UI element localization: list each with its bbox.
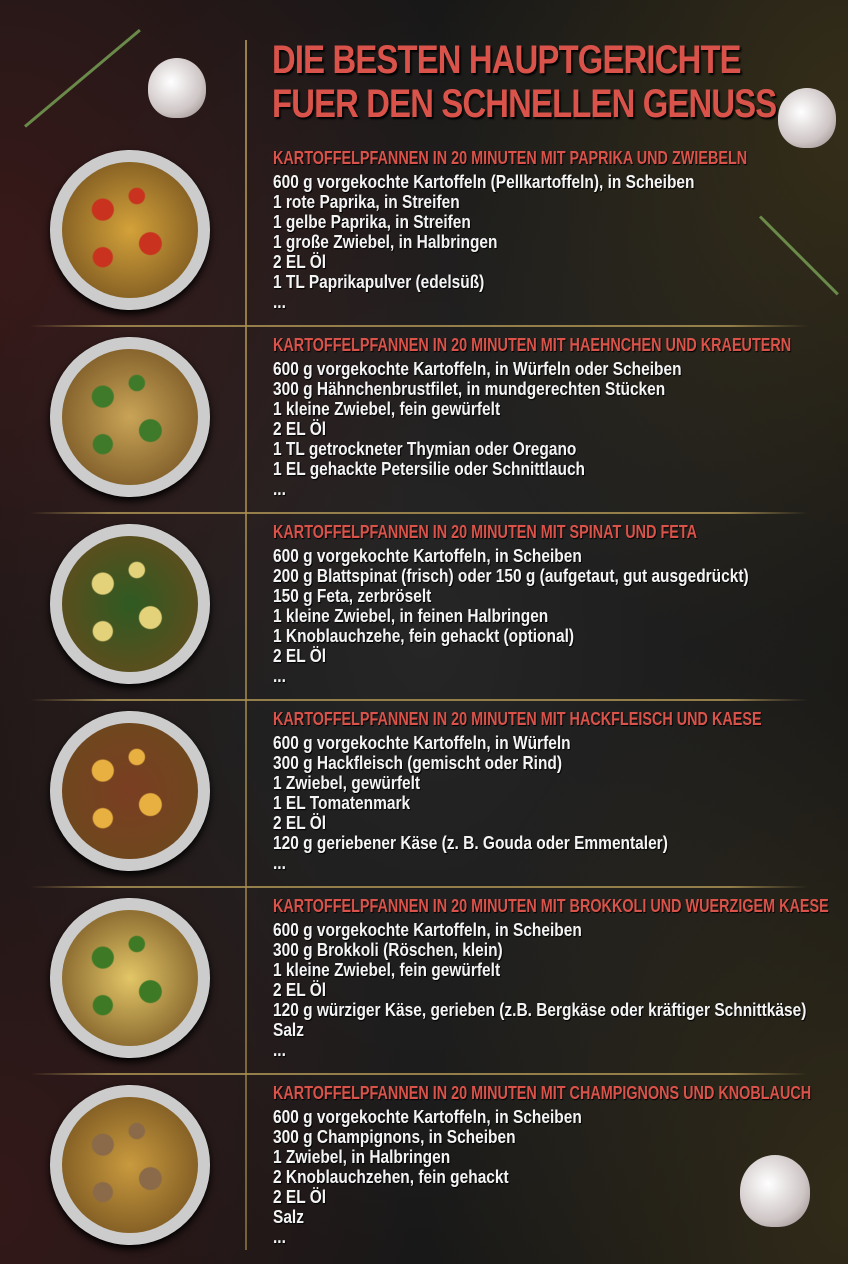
ingredient-list: 600 g vorgekochte Kartoffeln, in Scheibe… (273, 546, 826, 686)
recipe-section: KARTOFFELPFANNEN IN 20 MINUTEN MIT HAEHN… (0, 327, 848, 514)
recipe-section: KARTOFFELPFANNEN IN 20 MINUTEN MIT BROKK… (0, 888, 848, 1075)
ingredient: 2 EL Öl (273, 980, 327, 1000)
dish-bowl-image (50, 1085, 210, 1245)
ingredient: 120 g würziger Käse, gerieben (z.B. Berg… (273, 1000, 807, 1020)
section-divider (30, 512, 808, 514)
ingredient: ... (273, 479, 286, 499)
ingredient: 1 EL gehackte Petersilie oder Schnittlau… (273, 459, 586, 479)
ingredient: 1 Knoblauchzehe, fein gehackt (optional) (273, 626, 575, 646)
ingredient: 1 kleine Zwiebel, in feinen Halbringen (273, 606, 549, 626)
dish-food (62, 162, 198, 298)
ingredient: 600 g vorgekochte Kartoffeln, in Würfeln (273, 733, 571, 753)
ingredient: Salz (273, 1020, 304, 1040)
ingredient: ... (273, 292, 286, 312)
ingredient: 2 EL Öl (273, 813, 327, 833)
ingredient: 600 g vorgekochte Kartoffeln (Pellkartof… (273, 172, 695, 192)
recipe-section: KARTOFFELPFANNEN IN 20 MINUTEN MIT PAPRI… (0, 140, 848, 327)
recipe-title: KARTOFFELPFANNEN IN 20 MINUTEN MIT PAPRI… (273, 148, 748, 168)
dish-bowl-image (50, 711, 210, 871)
ingredient: 1 kleine Zwiebel, fein gewürfelt (273, 399, 501, 419)
dish-food (62, 1097, 198, 1233)
dish-food (62, 910, 198, 1046)
ingredient: ... (273, 1227, 286, 1247)
ingredient-list: 600 g vorgekochte Kartoffeln, in Würfeln… (273, 359, 748, 499)
ingredient: 150 g Feta, zerbröselt (273, 586, 432, 606)
garlic-decoration (778, 88, 836, 148)
ingredient: 1 rote Paprika, in Streifen (273, 192, 460, 212)
ingredient: 600 g vorgekochte Kartoffeln, in Scheibe… (273, 546, 582, 566)
ingredient: 600 g vorgekochte Kartoffeln, in Würfeln… (273, 359, 682, 379)
ingredient: 120 g geriebener Käse (z. B. Gouda oder … (273, 833, 668, 853)
ingredient: ... (273, 1040, 286, 1060)
ingredient-list: 600 g vorgekochte Kartoffeln, in Würfeln… (273, 733, 732, 873)
ingredient: 1 Zwiebel, in Halbringen (273, 1147, 451, 1167)
ingredient: 2 Knoblauchzehen, fein gehackt (273, 1167, 509, 1187)
dish-bowl-image (50, 524, 210, 684)
dish-bowl-image (50, 898, 210, 1058)
recipe-section: KARTOFFELPFANNEN IN 20 MINUTEN MIT SPINA… (0, 514, 848, 701)
ingredient: 300 g Hackfleisch (gemischt oder Rind) (273, 753, 563, 773)
ingredient: 1 TL getrockneter Thymian oder Oregano (273, 439, 577, 459)
recipe-title: KARTOFFELPFANNEN IN 20 MINUTEN MIT SPINA… (273, 522, 698, 542)
dish-food (62, 349, 198, 485)
recipe-title: KARTOFFELPFANNEN IN 20 MINUTEN MIT BROKK… (273, 896, 829, 916)
section-divider (30, 325, 808, 327)
ingredient: 1 große Zwiebel, in Halbringen (273, 232, 498, 252)
ingredient: Salz (273, 1207, 304, 1227)
ingredient: 1 Zwiebel, gewürfelt (273, 773, 421, 793)
dish-food (62, 723, 198, 859)
recipe-title: KARTOFFELPFANNEN IN 20 MINUTEN MIT CHAMP… (273, 1083, 812, 1103)
ingredient: 2 EL Öl (273, 646, 327, 666)
ingredient: 2 EL Öl (273, 1187, 327, 1207)
dish-bowl-image (50, 337, 210, 497)
recipe-title: KARTOFFELPFANNEN IN 20 MINUTEN MIT HAEHN… (273, 335, 792, 355)
ingredient: 300 g Champignons, in Scheiben (273, 1127, 516, 1147)
page-title: DIE BESTEN HAUPTGERICHTE FUER DEN SCHNEL… (272, 38, 777, 126)
ingredient: ... (273, 666, 286, 686)
recipe-section: KARTOFFELPFANNEN IN 20 MINUTEN MIT CHAMP… (0, 1075, 848, 1262)
ingredient: 1 TL Paprikapulver (edelsüß) (273, 272, 485, 292)
garlic-decoration (148, 58, 206, 118)
ingredient: 600 g vorgekochte Kartoffeln, in Scheibe… (273, 920, 582, 940)
ingredient: 1 kleine Zwiebel, fein gewürfelt (273, 960, 501, 980)
ingredient-list: 600 g vorgekochte Kartoffeln, in Scheibe… (273, 920, 848, 1060)
title-line: FUER DEN SCHNELLEN GENUSS (272, 82, 777, 126)
ingredient: 200 g Blattspinat (frisch) oder 150 g (a… (273, 566, 749, 586)
ingredient: 600 g vorgekochte Kartoffeln, in Scheibe… (273, 1107, 582, 1127)
ingredient-list: 600 g vorgekochte Kartoffeln, in Scheibe… (273, 1107, 632, 1247)
ingredient-list: 600 g vorgekochte Kartoffeln (Pellkartof… (273, 172, 763, 312)
section-divider (30, 886, 808, 888)
ingredient: 300 g Hähnchenbrustfilet, in mundgerecht… (273, 379, 666, 399)
section-divider (30, 1073, 808, 1075)
ingredient: ... (273, 853, 286, 873)
section-divider (30, 699, 808, 701)
ingredient: 2 EL Öl (273, 419, 327, 439)
recipe-title: KARTOFFELPFANNEN IN 20 MINUTEN MIT HACKF… (273, 709, 762, 729)
ingredient: 300 g Brokkoli (Röschen, klein) (273, 940, 503, 960)
vertical-divider (245, 40, 247, 1250)
ingredient: 2 EL Öl (273, 252, 327, 272)
recipe-section: KARTOFFELPFANNEN IN 20 MINUTEN MIT HACKF… (0, 701, 848, 888)
dish-food (62, 536, 198, 672)
ingredient: 1 gelbe Paprika, in Streifen (273, 212, 471, 232)
title-line: DIE BESTEN HAUPTGERICHTE (272, 38, 742, 82)
garlic-decoration (740, 1155, 810, 1227)
ingredient: 1 EL Tomatenmark (273, 793, 411, 813)
dish-bowl-image (50, 150, 210, 310)
